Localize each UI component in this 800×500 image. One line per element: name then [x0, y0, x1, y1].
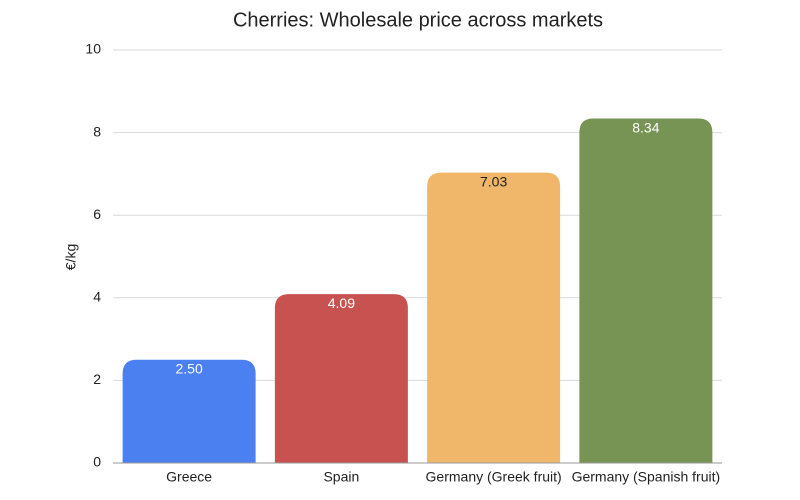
y-tick-label: 2	[93, 371, 101, 387]
chart-title: Cherries: Wholesale price across markets	[233, 9, 603, 31]
y-axis-title: €/kg	[63, 244, 79, 270]
y-tick-label: 0	[93, 454, 101, 470]
y-tick-label: 4	[93, 289, 101, 305]
x-tick-label: Greece	[166, 469, 212, 485]
value-label: 2.50	[176, 360, 203, 376]
bar	[122, 359, 256, 463]
x-tick-label: Spain	[323, 469, 359, 485]
y-tick-label: 6	[93, 206, 101, 222]
value-label: 7.03	[480, 173, 507, 189]
value-label: 4.09	[328, 295, 355, 311]
y-tick-label: 8	[93, 123, 101, 139]
bar	[579, 118, 713, 464]
bar	[427, 172, 561, 463]
value-label: 8.34	[632, 119, 659, 135]
bar	[274, 294, 408, 463]
x-tick-label: Germany (Greek fruit)	[426, 469, 562, 485]
y-tick-label: 10	[85, 41, 101, 57]
x-tick-label: Germany (Spanish fruit)	[572, 469, 721, 485]
